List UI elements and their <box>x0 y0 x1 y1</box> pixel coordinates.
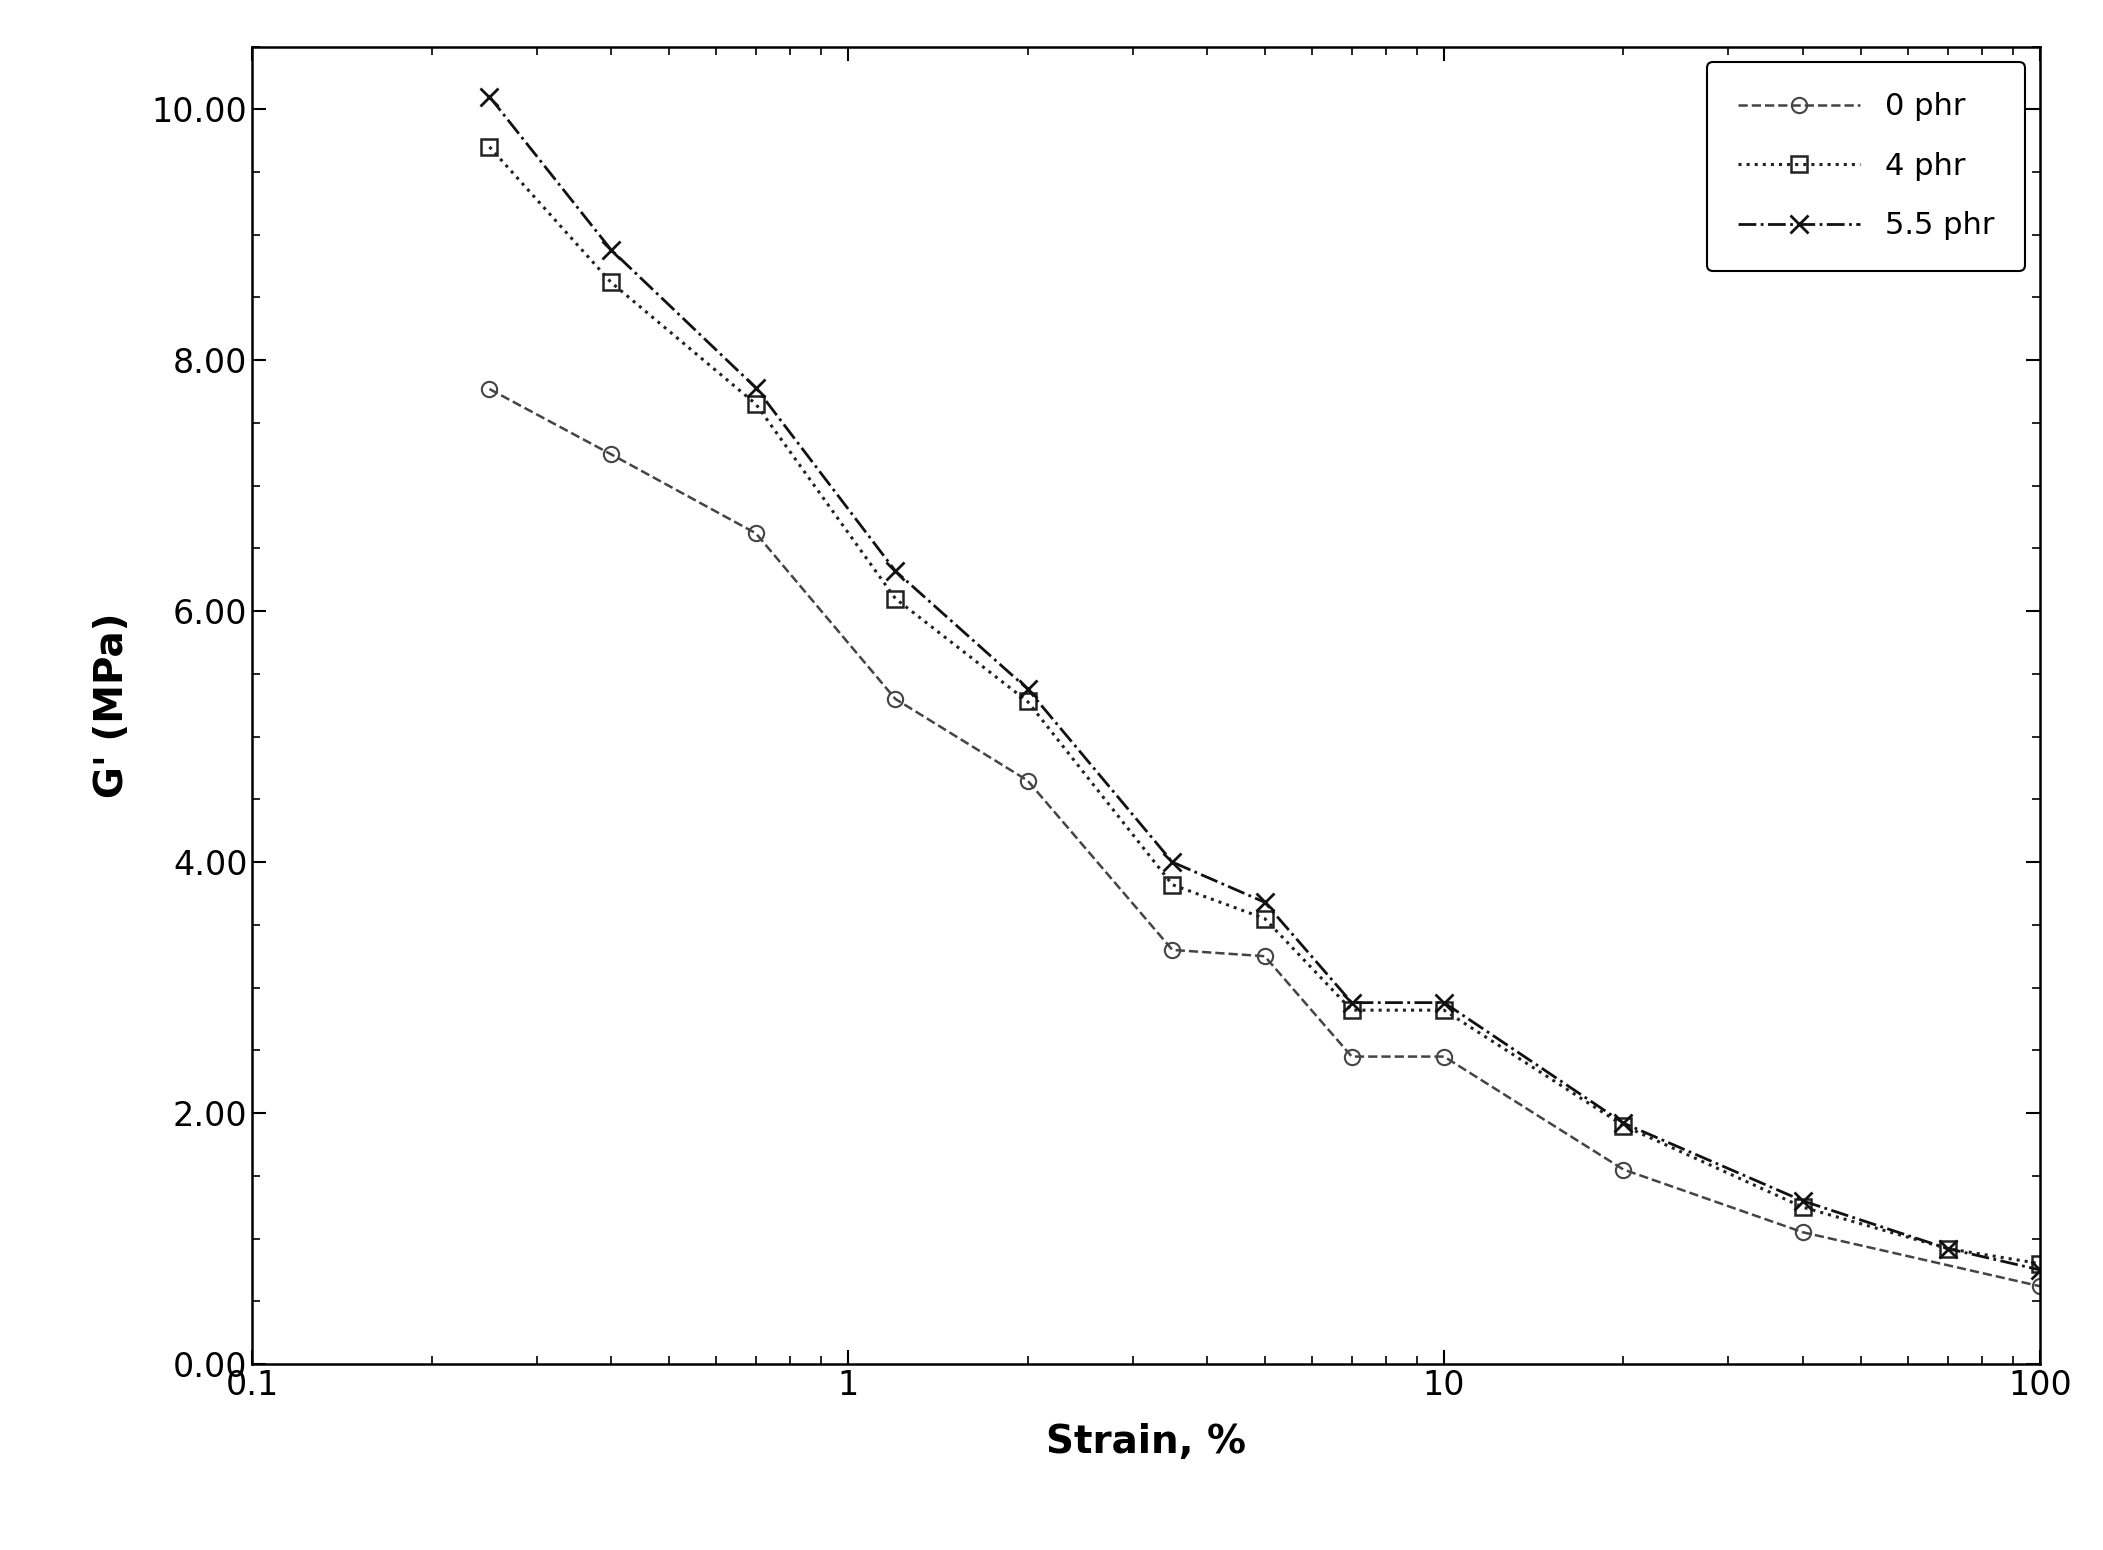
5.5 phr <box>742 378 768 397</box>
5.5 phr <box>1016 679 1041 698</box>
5.5 phr <box>883 561 908 580</box>
5.5 phr <box>599 240 625 259</box>
5.5 phr <box>1340 994 1365 1012</box>
5.5 phr <box>1432 994 1457 1012</box>
5.5 phr <box>1251 893 1277 911</box>
4 phr <box>1935 1240 1960 1259</box>
0 phr <box>1159 941 1184 959</box>
Y-axis label: G' (MPa): G' (MPa) <box>93 612 130 798</box>
4 phr <box>1432 1001 1457 1020</box>
0 phr <box>1611 1161 1636 1180</box>
4 phr <box>477 138 503 157</box>
0 phr <box>1432 1048 1457 1066</box>
5.5 phr <box>1790 1192 1815 1211</box>
Legend: 0 phr, 4 phr, 5.5 phr: 0 phr, 4 phr, 5.5 phr <box>1708 62 2025 271</box>
0 phr <box>742 524 768 542</box>
4 phr <box>1016 693 1041 711</box>
4 phr <box>1340 1001 1365 1020</box>
4 phr <box>1790 1198 1815 1217</box>
4 phr <box>2027 1254 2053 1273</box>
4 phr <box>742 395 768 414</box>
0 phr <box>599 445 625 463</box>
4 phr <box>1251 910 1277 928</box>
4 phr <box>1159 876 1184 894</box>
5.5 phr <box>1159 853 1184 871</box>
X-axis label: Strain, %: Strain, % <box>1045 1423 1247 1460</box>
Line: 5.5 phr: 5.5 phr <box>479 88 2048 1279</box>
Line: 4 phr: 4 phr <box>482 140 2048 1271</box>
5.5 phr <box>1611 1114 1636 1133</box>
5.5 phr <box>477 87 503 105</box>
0 phr <box>477 380 503 398</box>
0 phr <box>1790 1223 1815 1242</box>
4 phr <box>1611 1116 1636 1135</box>
0 phr <box>1251 947 1277 966</box>
5.5 phr <box>2027 1260 2053 1279</box>
4 phr <box>883 589 908 608</box>
0 phr <box>1016 772 1041 790</box>
0 phr <box>2027 1277 2053 1296</box>
0 phr <box>1340 1048 1365 1066</box>
4 phr <box>599 273 625 291</box>
0 phr <box>883 690 908 708</box>
5.5 phr <box>1935 1240 1960 1259</box>
Line: 0 phr: 0 phr <box>482 381 2048 1294</box>
